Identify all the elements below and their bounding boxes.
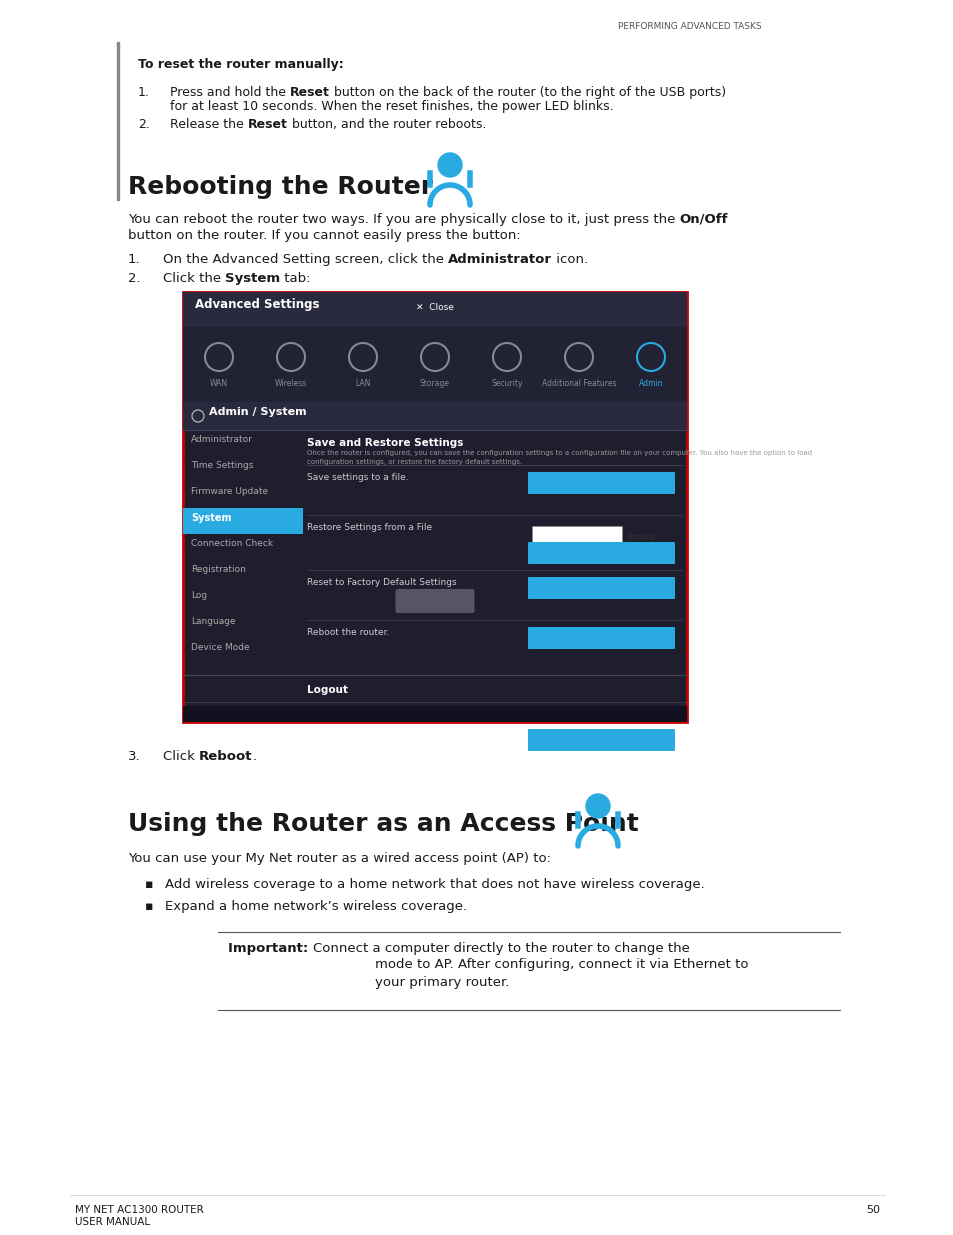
Text: On/Off: On/Off (679, 212, 727, 226)
Bar (183, 291, 686, 722)
Text: Click the: Click the (163, 272, 225, 285)
Text: System: System (225, 272, 280, 285)
Text: mode to AP. After configuring, connect it via Ethernet to: mode to AP. After configuring, connect i… (375, 958, 748, 971)
Text: Save Configuration: Save Configuration (558, 482, 644, 492)
Text: Using the Router as an Access Point: Using the Router as an Access Point (128, 811, 639, 836)
Text: button on the router. If you cannot easily press the button:: button on the router. If you cannot easi… (128, 228, 520, 242)
Circle shape (585, 794, 609, 818)
Text: Reboot: Reboot (585, 637, 617, 646)
FancyBboxPatch shape (527, 729, 675, 751)
Text: 3.: 3. (128, 750, 140, 763)
Bar (183, 508, 303, 534)
Text: icon.: icon. (552, 253, 588, 266)
Text: WAN: WAN (210, 379, 228, 388)
Text: Advanced Settings: Advanced Settings (194, 298, 319, 311)
Text: Once the router is configured, you can save the configuration settings to a conf: Once the router is configured, you can s… (307, 450, 811, 456)
Text: 50: 50 (865, 1205, 879, 1215)
Text: Admin / System: Admin / System (209, 408, 306, 417)
Text: On the Advanced Setting screen, click the: On the Advanced Setting screen, click th… (163, 253, 448, 266)
Text: ▪: ▪ (145, 900, 153, 913)
Text: Firmware Update: Firmware Update (191, 487, 268, 496)
Text: 1.: 1. (128, 253, 140, 266)
FancyBboxPatch shape (527, 472, 675, 494)
Text: button, and the router reboots.: button, and the router reboots. (287, 119, 485, 131)
Text: .: . (253, 750, 256, 763)
Text: Log: Log (191, 592, 207, 600)
Text: Important:: Important: (228, 942, 313, 955)
Text: 1.: 1. (138, 86, 150, 99)
Text: Release the: Release the (170, 119, 248, 131)
Text: To reset the router manually:: To reset the router manually: (138, 58, 343, 70)
Text: Time Settings: Time Settings (191, 461, 253, 471)
FancyBboxPatch shape (527, 577, 675, 599)
Bar (183, 327, 686, 403)
Text: Device Mode: Device Mode (191, 643, 250, 652)
Text: tab:: tab: (280, 272, 311, 285)
Bar (183, 291, 686, 327)
Text: Wireless: Wireless (274, 379, 307, 388)
Text: Reboot the router.: Reboot the router. (307, 629, 389, 637)
Text: ✕  Close: ✕ Close (416, 303, 454, 312)
Text: © 2012 WESTERN DIGITAL. ALL RIGHTS RESERVED: © 2012 WESTERN DIGITAL. ALL RIGHTS RESER… (189, 718, 348, 722)
Text: ▪: ▪ (145, 878, 153, 890)
Text: Press and hold the: Press and hold the (170, 86, 290, 99)
Bar (183, 403, 686, 430)
Bar (532, 526, 621, 542)
Text: button on the back of the router (to the right of the USB ports): button on the back of the router (to the… (330, 86, 725, 99)
Text: You can use your My Net router as a wired access point (AP) to:: You can use your My Net router as a wire… (128, 852, 551, 864)
Text: MY NET AC1300 ROUTER: MY NET AC1300 ROUTER (75, 1205, 204, 1215)
FancyBboxPatch shape (527, 542, 675, 564)
Bar (117, 42, 119, 200)
Text: Reset: Reset (588, 587, 614, 597)
Text: Add wireless coverage to a home network that does not have wireless coverage.: Add wireless coverage to a home network … (165, 878, 704, 890)
Text: Save and Restore Settings: Save and Restore Settings (307, 438, 463, 448)
Text: Logout: Logout (307, 685, 348, 695)
Text: System: System (191, 513, 232, 522)
Text: USER MANUAL: USER MANUAL (75, 1216, 150, 1228)
Text: Storage: Storage (419, 379, 450, 388)
Text: Rebooting the Router: Rebooting the Router (128, 175, 433, 199)
Text: Restore Settings from a File: Restore Settings from a File (307, 522, 432, 532)
Text: PERFORMING ADVANCED TASKS: PERFORMING ADVANCED TASKS (618, 22, 760, 31)
Text: Registration: Registration (191, 564, 246, 574)
FancyBboxPatch shape (395, 589, 474, 613)
Text: Reset to Factory Default Settings: Reset to Factory Default Settings (307, 578, 456, 587)
Circle shape (437, 153, 461, 177)
Text: Admin: Admin (639, 379, 662, 388)
Bar (183, 706, 686, 722)
Text: Administrator: Administrator (191, 435, 253, 445)
Text: Security: Security (491, 379, 522, 388)
Text: 2.: 2. (128, 272, 140, 285)
Text: Click: Click (163, 750, 199, 763)
Text: Connect a computer directly to the router to change the: Connect a computer directly to the route… (313, 942, 689, 955)
Text: your primary router.: your primary router. (375, 976, 509, 989)
Text: Logout: Logout (307, 710, 337, 719)
Text: Connection Check: Connection Check (191, 538, 273, 548)
Text: Additional Features: Additional Features (541, 379, 616, 388)
Text: 2.: 2. (138, 119, 150, 131)
Text: Browse...: Browse... (626, 534, 661, 542)
Text: Save settings to a file.: Save settings to a file. (307, 473, 408, 482)
Text: Administrator: Administrator (448, 253, 552, 266)
Text: Expand a home network’s wireless coverage.: Expand a home network’s wireless coverag… (165, 900, 467, 913)
Text: Reset: Reset (248, 119, 287, 131)
Text: Restore Configuration: Restore Configuration (552, 552, 650, 561)
Text: for at least 10 seconds. When the reset finishes, the power LED blinks.: for at least 10 seconds. When the reset … (170, 100, 613, 112)
Text: configuration settings, or restore the factory default settings.: configuration settings, or restore the f… (307, 459, 521, 466)
Text: Language: Language (191, 618, 235, 626)
Text: Logout: Logout (585, 729, 617, 739)
FancyBboxPatch shape (527, 627, 675, 650)
Text: LAN: LAN (355, 379, 371, 388)
Text: You can reboot the router two ways. If you are physically close to it, just pres: You can reboot the router two ways. If y… (128, 212, 679, 226)
Text: Reset: Reset (290, 86, 330, 99)
Text: Reboot: Reboot (199, 750, 253, 763)
